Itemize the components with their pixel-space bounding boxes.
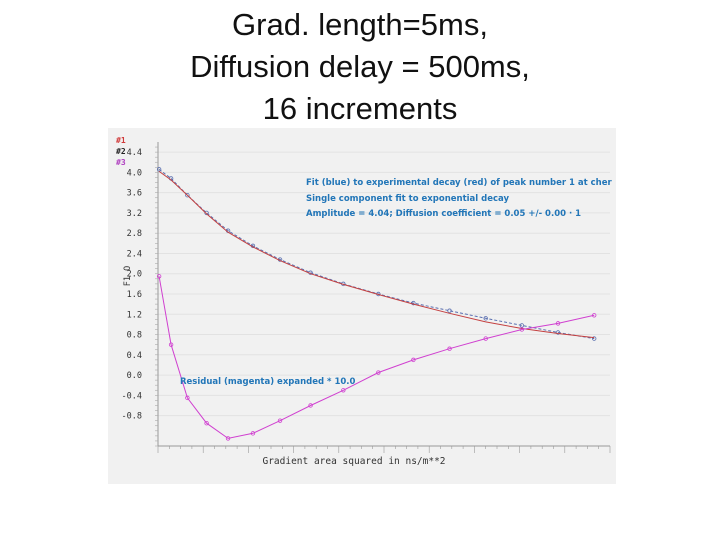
y-tick-label: 3.6	[127, 189, 142, 199]
y-tick-label: -0.4	[122, 391, 142, 401]
annotation-text: Residual (magenta) expanded * 10.0	[180, 377, 356, 387]
y-tick-label: 4.4	[127, 148, 142, 158]
y-tick-label: 2.4	[127, 249, 142, 259]
chart-svg: 4.4 4.0 3.6 3.2 2.8 2.4 2.0 1.6 1.2 0.8 0.4 0.0 -0.4…	[116, 136, 612, 467]
data-point	[185, 395, 190, 401]
data-point	[156, 167, 162, 172]
data-point	[591, 313, 597, 318]
series-line-2	[158, 170, 595, 339]
y-tick-label: 1.6	[127, 290, 142, 300]
data-point	[308, 403, 313, 408]
grid-lines	[158, 151, 610, 417]
data-point	[168, 342, 174, 347]
y-tick-label: 0.4	[127, 351, 142, 361]
data-point	[447, 346, 452, 351]
data-point	[555, 330, 561, 335]
peak-label: #2	[116, 147, 126, 156]
annotation-text: Amplitude = 4.04; Diffusion coefficient …	[306, 209, 581, 219]
data-point	[185, 192, 190, 198]
title-line-1: Grad. length=5ms,	[232, 7, 488, 42]
slide-title: Grad. length=5ms, Diffusion delay = 500m…	[0, 4, 720, 130]
data-point	[591, 336, 597, 341]
data-point	[156, 274, 162, 279]
y-tick-label: 2.0	[127, 270, 142, 280]
data-point	[277, 418, 283, 423]
data-point	[341, 388, 346, 393]
y-tick-labels: 4.4 4.0 3.6 3.2 2.8 2.4 2.0 1.6 1.2 0.8 0.4 0.0 -0.4…	[122, 148, 142, 421]
annotation-text: Single component fit to exponential deca…	[306, 194, 510, 204]
data-point	[483, 316, 488, 321]
axes	[155, 142, 611, 453]
peak-label: #3	[116, 158, 126, 167]
y-tick-label: 0.8	[127, 331, 142, 341]
data-point	[519, 327, 525, 332]
title-line-2: Diffusion delay = 500ms,	[190, 49, 530, 84]
y-tick-label: 4.0	[127, 168, 142, 178]
data-point	[555, 321, 561, 326]
data-point	[204, 210, 209, 216]
annotations: Fit (blue) to experimental decay (red) o…	[180, 178, 612, 387]
y-tick-label: -0.8	[122, 412, 142, 422]
peak-labels: #1 #2 #3	[116, 136, 126, 167]
data-point	[447, 308, 452, 313]
y-axis-label: F1 O	[123, 266, 133, 286]
data-point	[376, 370, 381, 375]
title-line-3: 16 increments	[262, 91, 458, 126]
y-tick-label: 1.2	[127, 310, 142, 320]
y-tick-label: 3.2	[127, 209, 142, 219]
series	[156, 167, 597, 441]
data-point	[483, 336, 488, 341]
chart-image: 4.4 4.0 3.6 3.2 2.8 2.4 2.0 1.6 1.2 0.8 0.4 0.0 -0.4…	[108, 128, 616, 484]
data-point	[225, 436, 231, 441]
annotation-text: Fit (blue) to experimental decay (red) o…	[306, 178, 612, 188]
series-line-3	[158, 276, 595, 439]
peak-label: #1	[116, 136, 126, 145]
x-axis-label: Gradient area squared in ns/m**2	[262, 456, 445, 467]
y-tick-label: 0.0	[127, 371, 142, 381]
data-point	[250, 431, 256, 436]
data-point	[519, 323, 525, 328]
data-point	[204, 421, 209, 426]
y-tick-label: 2.8	[127, 229, 142, 239]
data-point	[411, 357, 416, 363]
